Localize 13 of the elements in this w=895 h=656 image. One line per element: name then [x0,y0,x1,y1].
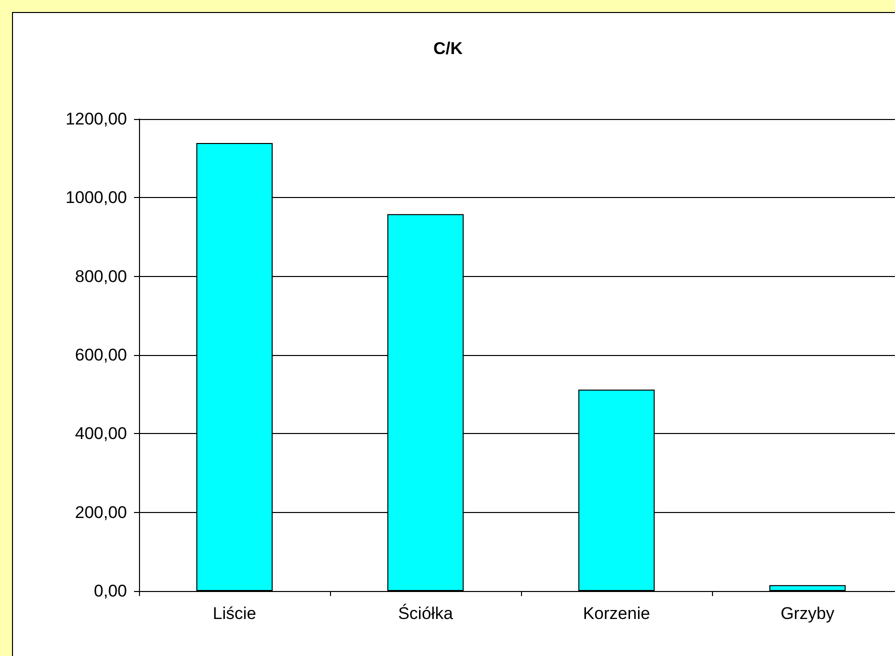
y-tick-label: 400,00 [75,424,127,444]
y-tick-label: 800,00 [75,266,127,286]
x-tick-label: Ściółka [398,603,454,623]
x-tick-label: Grzyby [780,604,835,623]
y-tick-label: 600,00 [75,346,127,364]
x-tick-label: Liście [212,604,256,623]
y-tick-label: 0,00 [94,582,127,600]
y-tick-label: 1200,00 [66,110,127,128]
x-tick-label: Korzenie [582,604,650,623]
chart-title: C/K [433,39,464,58]
bar [769,585,846,591]
y-tick-label: 200,00 [75,502,127,522]
y-tick-label: 1000,00 [66,188,127,208]
